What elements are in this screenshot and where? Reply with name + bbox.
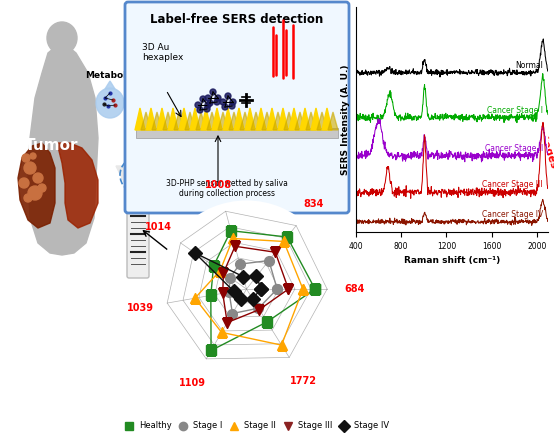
Circle shape	[229, 103, 235, 109]
Circle shape	[230, 99, 236, 105]
Polygon shape	[267, 108, 277, 130]
Polygon shape	[322, 108, 332, 130]
Polygon shape	[245, 108, 255, 130]
Polygon shape	[509, 74, 525, 97]
Polygon shape	[28, 48, 98, 255]
Polygon shape	[168, 108, 178, 130]
Y-axis label: SERS Intensity (A. U.): SERS Intensity (A. U.)	[341, 64, 350, 175]
Polygon shape	[251, 112, 261, 130]
Ellipse shape	[47, 22, 77, 54]
Circle shape	[521, 103, 538, 120]
Polygon shape	[212, 108, 222, 130]
Text: Cancer Stage I: Cancer Stage I	[487, 106, 543, 115]
Text: Metabolites: Metabolites	[85, 71, 145, 80]
Circle shape	[22, 154, 30, 162]
Polygon shape	[174, 112, 184, 130]
Polygon shape	[262, 112, 272, 130]
Text: Label-free SERS detection: Label-free SERS detection	[150, 13, 324, 26]
Polygon shape	[157, 108, 167, 130]
Circle shape	[205, 95, 211, 101]
Polygon shape	[470, 65, 481, 81]
Circle shape	[215, 95, 221, 101]
Text: 3D Au
hexaplex: 3D Au hexaplex	[142, 43, 183, 62]
Polygon shape	[163, 112, 173, 130]
Polygon shape	[201, 108, 211, 130]
Polygon shape	[146, 108, 156, 130]
Polygon shape	[179, 108, 189, 130]
X-axis label: Raman shift (cm⁻¹): Raman shift (cm⁻¹)	[404, 256, 500, 265]
Polygon shape	[521, 77, 540, 103]
Text: 3D-PHP sensor
integrated saliva
collection tube: 3D-PHP sensor integrated saliva collecti…	[180, 253, 244, 283]
Circle shape	[33, 173, 43, 183]
Circle shape	[24, 162, 36, 174]
Polygon shape	[152, 112, 162, 130]
Circle shape	[210, 89, 216, 95]
Polygon shape	[223, 108, 233, 130]
Text: Tumor: Tumor	[25, 138, 79, 153]
Polygon shape	[278, 108, 288, 130]
Circle shape	[225, 93, 231, 99]
Polygon shape	[311, 108, 321, 130]
Polygon shape	[116, 166, 160, 186]
Circle shape	[220, 99, 226, 105]
Circle shape	[19, 178, 29, 188]
Polygon shape	[306, 112, 316, 130]
Legend: Healthy, Stage I, Stage II, Stage III, Stage IV: Healthy, Stage I, Stage II, Stage III, S…	[117, 418, 392, 434]
Circle shape	[197, 107, 203, 113]
Polygon shape	[273, 112, 283, 130]
Circle shape	[471, 81, 481, 91]
Circle shape	[485, 86, 497, 98]
Polygon shape	[18, 143, 55, 228]
Polygon shape	[229, 112, 239, 130]
Circle shape	[200, 96, 206, 102]
Polygon shape	[317, 112, 327, 130]
Ellipse shape	[96, 88, 124, 118]
Text: Cancer Stage III: Cancer Stage III	[483, 180, 543, 190]
Polygon shape	[234, 108, 244, 130]
Polygon shape	[295, 112, 305, 130]
Circle shape	[28, 186, 42, 200]
Circle shape	[204, 106, 210, 112]
Circle shape	[38, 184, 46, 192]
Circle shape	[497, 92, 511, 106]
Polygon shape	[240, 112, 250, 130]
Text: Cancer Stage II: Cancer Stage II	[485, 144, 543, 153]
Circle shape	[195, 102, 201, 108]
Polygon shape	[190, 108, 200, 130]
Text: Cancer stages: Cancer stages	[521, 87, 554, 169]
FancyBboxPatch shape	[127, 167, 149, 183]
Polygon shape	[207, 112, 217, 130]
Circle shape	[205, 102, 211, 108]
Circle shape	[214, 99, 220, 105]
Polygon shape	[284, 112, 294, 130]
Text: Normal: Normal	[515, 61, 543, 70]
Polygon shape	[57, 143, 98, 228]
Polygon shape	[289, 108, 299, 130]
Circle shape	[222, 104, 228, 110]
Polygon shape	[196, 112, 206, 130]
Text: Healthy: Healthy	[465, 22, 531, 38]
Polygon shape	[185, 112, 195, 130]
Circle shape	[24, 194, 32, 202]
Polygon shape	[256, 108, 266, 130]
Polygon shape	[141, 112, 151, 130]
Polygon shape	[105, 81, 115, 89]
Polygon shape	[218, 112, 228, 130]
FancyArrowPatch shape	[393, 138, 425, 148]
Polygon shape	[135, 108, 145, 130]
Circle shape	[30, 153, 36, 159]
FancyBboxPatch shape	[127, 184, 149, 278]
FancyBboxPatch shape	[136, 128, 338, 138]
Polygon shape	[496, 71, 511, 92]
Circle shape	[509, 97, 525, 113]
Polygon shape	[485, 68, 497, 86]
Polygon shape	[300, 108, 310, 130]
Text: Cancer Stage IV: Cancer Stage IV	[481, 210, 543, 219]
FancyBboxPatch shape	[125, 2, 349, 213]
Text: 3D-PHP sensor wetted by saliva
during collection process: 3D-PHP sensor wetted by saliva during co…	[166, 179, 288, 198]
Polygon shape	[328, 112, 338, 130]
Circle shape	[207, 100, 213, 106]
